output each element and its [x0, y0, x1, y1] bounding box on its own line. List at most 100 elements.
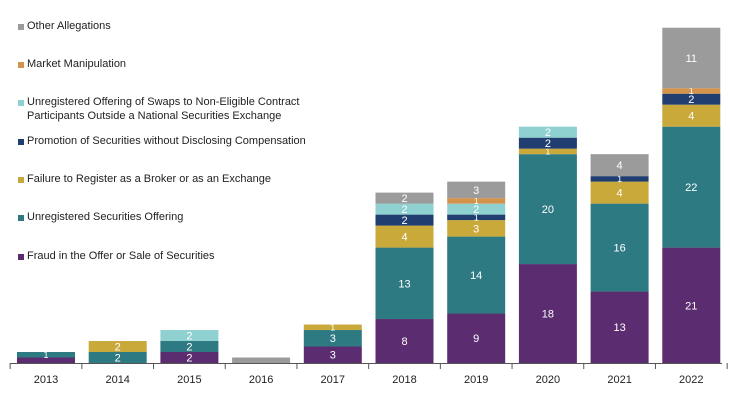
bar-segment-failure-to-register-as-a-broker-or-as-an-exchange-2022	[662, 104, 721, 127]
bar-segment-unregistered-securities-offering-2020	[518, 154, 577, 265]
legend-item-unregistered-offering-of-swaps-to-non-eligible-contract-participants-outside-a-national-securities-exchange: Unregistered Offering of Swaps to Non-El…	[18, 95, 300, 123]
data-label: 2	[401, 204, 407, 216]
x-tick-label: 2014	[105, 374, 129, 386]
legend-label: Unregistered Securities Offering	[27, 211, 184, 223]
data-label: 1	[474, 196, 479, 206]
x-tick-label: 2016	[249, 374, 273, 386]
data-label: 4	[617, 160, 623, 172]
bar-segment-fraud-in-the-offer-or-sale-of-securities-2015	[160, 352, 219, 363]
legend-swatch	[18, 62, 24, 68]
legend-label: Other Allegations	[27, 20, 111, 32]
data-label: 4	[401, 232, 407, 244]
legend-swatch	[18, 139, 24, 145]
bar-segment-unregistered-securities-offering-2022	[662, 126, 721, 248]
data-label: 21	[685, 300, 697, 312]
data-label: 13	[613, 322, 625, 334]
x-tick-label: 2020	[536, 374, 560, 386]
bar-segment-unregistered-offering-of-swaps-to-non-eligible-contract-participants-outside-a-national-securities-exchange-2020	[518, 126, 577, 138]
legend-item-fraud-in-the-offer-or-sale-of-securities: Fraud in the Offer or Sale of Securities	[18, 249, 215, 263]
data-label: 3	[330, 333, 336, 345]
data-label: 3	[330, 350, 336, 362]
data-label: 1	[617, 174, 622, 184]
bar-segment-unregistered-securities-offering-2015	[160, 341, 219, 353]
bar-segment-market-manipulation-2022	[662, 88, 721, 94]
bar-segment-fraud-in-the-offer-or-sale-of-securities-2021	[590, 291, 649, 363]
bar-segment-fraud-in-the-offer-or-sale-of-securities-2019	[447, 313, 506, 363]
data-label: 18	[542, 308, 554, 320]
legend-label: Failure to Register as a Broker or as an…	[27, 173, 271, 185]
data-label: 8	[401, 336, 407, 348]
bar-segment-fraud-in-the-offer-or-sale-of-securities-2022	[662, 247, 721, 363]
bar-segment-unregistered-securities-offering-2017	[303, 330, 362, 347]
bar-segment-failure-to-register-as-a-broker-or-as-an-exchange-2021	[590, 181, 649, 204]
x-tick-label: 2018	[392, 374, 416, 386]
x-tick-label: 2019	[464, 374, 488, 386]
data-label: 16	[613, 243, 625, 255]
bar-segment-other-allegations-2018	[375, 192, 434, 204]
data-label: 2	[545, 138, 551, 150]
bar-segment-fraud-in-the-offer-or-sale-of-securities-2020	[518, 264, 577, 363]
legend-item-other-allegations: Other Allegations	[18, 19, 111, 33]
bar-segment-failure-to-register-as-a-broker-or-as-an-exchange-2014	[88, 341, 147, 353]
data-label: 13	[398, 278, 410, 290]
legend-item-unregistered-securities-offering: Unregistered Securities Offering	[18, 210, 183, 224]
data-label: 2	[401, 215, 407, 227]
bar-segment-unregistered-offering-of-swaps-to-non-eligible-contract-participants-outside-a-national-securities-exchange-2019	[447, 203, 506, 215]
data-label: 3	[473, 223, 479, 235]
data-label: 3	[473, 185, 479, 197]
data-label: 1	[474, 213, 479, 223]
bar-segment-failure-to-register-as-a-broker-or-as-an-exchange-2019	[447, 220, 506, 237]
data-label: 1	[43, 350, 48, 360]
bar-segment-unregistered-securities-offering-2018	[375, 247, 434, 320]
bar-segment-promotion-of-securities-without-disclosing-compensation-2020	[518, 137, 577, 149]
legend-swatch	[18, 100, 24, 106]
legend-label: Market Manipulation	[27, 58, 127, 70]
data-label: 20	[542, 204, 554, 216]
legend-item-promotion-of-securities-without-disclosing-compensation: Promotion of Securities without Disclosi…	[18, 134, 306, 148]
x-tick-label: 2015	[177, 374, 201, 386]
bar-segment-failure-to-register-as-a-broker-or-as-an-exchange-2018	[375, 225, 434, 248]
bar-segment-other-allegations-2022	[662, 27, 721, 89]
bar-segment-market-manipulation-2019	[447, 198, 506, 204]
legend-label: Unregistered Offering of Swaps to Non-El…	[27, 96, 300, 122]
legend-item-failure-to-register-as-a-broker-or-as-an-exchange: Failure to Register as a Broker or as an…	[18, 172, 271, 186]
legend-swatch	[18, 177, 24, 183]
data-label: 1	[689, 86, 694, 96]
bar-segment-promotion-of-securities-without-disclosing-compensation-2019	[447, 214, 506, 221]
data-label: 14	[470, 270, 482, 282]
bar-segment-unregistered-securities-offering-2014	[88, 352, 147, 363]
data-label: 2	[186, 330, 192, 342]
bar-segment-fraud-in-the-offer-or-sale-of-securities-2018	[375, 319, 434, 363]
bar-segment-unregistered-securities-offering-2021	[590, 203, 649, 292]
bar-segment-other-allegations-2021	[590, 154, 649, 177]
bar-segment-failure-to-register-as-a-broker-or-as-an-exchange-2017	[303, 324, 362, 331]
data-label: 2	[473, 204, 479, 216]
data-label: 9	[473, 333, 479, 345]
bar-segment-promotion-of-securities-without-disclosing-compensation-2021	[590, 176, 649, 182]
bar-segment-unregistered-offering-of-swaps-to-non-eligible-contract-participants-outside-a-national-securities-exchange-2018	[375, 203, 434, 215]
data-label: 22	[685, 182, 697, 194]
bar-segment-unregistered-securities-offering-2019	[447, 236, 506, 314]
data-label: 2	[186, 341, 192, 353]
data-label: 2	[186, 352, 192, 364]
data-label: 2	[688, 94, 694, 106]
x-tick-label: 2017	[321, 374, 345, 386]
data-label: 4	[617, 188, 623, 200]
data-label: 2	[545, 127, 551, 139]
data-label: 2	[115, 352, 121, 364]
data-label: 1	[545, 147, 550, 157]
bar-segment-other-allegations-2016	[232, 357, 291, 363]
legend-swatch	[18, 24, 24, 30]
data-label: 2	[115, 341, 121, 353]
legend-label: Promotion of Securities without Disclosi…	[27, 135, 306, 147]
bar-segment-failure-to-register-as-a-broker-or-as-an-exchange-2020	[518, 148, 577, 155]
data-label: 2	[401, 193, 407, 205]
bar-segment-fraud-in-the-offer-or-sale-of-securities-2013	[17, 357, 75, 363]
legend-swatch	[18, 254, 24, 260]
data-label: 1	[330, 323, 335, 333]
data-label: 11	[686, 53, 697, 65]
x-tick-label: 2021	[607, 374, 631, 386]
bar-segment-promotion-of-securities-without-disclosing-compensation-2022	[662, 93, 721, 105]
legend-item-market-manipulation: Market Manipulation	[18, 57, 126, 71]
